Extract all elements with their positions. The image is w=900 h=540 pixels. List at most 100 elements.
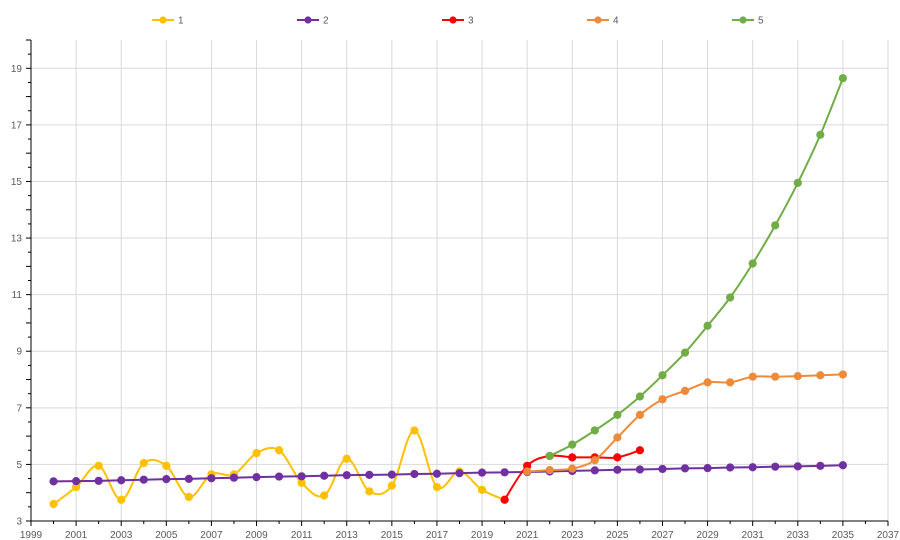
data-point <box>545 451 554 461</box>
data-point <box>342 454 351 463</box>
data-point <box>365 487 374 496</box>
data-point <box>635 392 645 401</box>
data-point <box>274 446 284 455</box>
data-point <box>184 492 193 502</box>
y-tick-label: 15 <box>11 177 23 188</box>
x-tick-label: 2005 <box>155 530 178 540</box>
x-tick-label: 2023 <box>561 530 584 540</box>
x-tick-label: 1999 <box>20 530 43 540</box>
data-point <box>117 495 126 504</box>
data-point <box>94 461 103 470</box>
data-point <box>320 491 329 500</box>
data-point <box>342 471 351 480</box>
x-tick-label: 2007 <box>200 530 223 540</box>
data-point <box>568 453 577 462</box>
data-point <box>703 378 712 387</box>
data-point <box>658 464 667 474</box>
data-point <box>771 462 780 471</box>
data-point <box>816 130 825 139</box>
data-point <box>365 470 374 479</box>
series-4 <box>523 370 847 476</box>
data-point <box>523 467 532 476</box>
data-point <box>387 470 396 479</box>
legend-item: 3 <box>442 16 474 27</box>
data-point <box>680 464 690 473</box>
legend-swatch-marker <box>304 16 312 24</box>
data-point <box>748 463 757 472</box>
data-point <box>162 461 171 470</box>
x-tick-label: 2015 <box>381 530 404 540</box>
y-tick-label: 13 <box>11 234 23 245</box>
data-point <box>793 372 802 381</box>
data-point <box>72 477 81 486</box>
legend-label: 1 <box>178 16 184 27</box>
data-point <box>432 482 442 492</box>
x-tick-label: 2003 <box>110 530 133 540</box>
data-point <box>49 499 58 509</box>
data-point <box>49 477 58 486</box>
data-point <box>726 378 735 387</box>
data-point <box>274 472 284 481</box>
data-point <box>771 221 780 230</box>
data-point <box>590 466 599 475</box>
y-tick-label: 5 <box>16 460 22 471</box>
series-line <box>548 77 844 457</box>
data-point <box>793 462 802 471</box>
data-point <box>229 473 239 482</box>
legend-label: 2 <box>323 16 329 27</box>
x-tick-label: 2009 <box>245 530 268 540</box>
x-tick-label: 2035 <box>832 530 855 540</box>
data-point <box>410 469 419 479</box>
data-point <box>568 440 577 449</box>
y-tick-label: 17 <box>11 120 23 131</box>
data-point <box>635 465 645 474</box>
x-tick-label: 2017 <box>426 530 449 540</box>
data-point <box>477 468 487 477</box>
data-point <box>816 461 825 470</box>
data-point <box>117 476 126 485</box>
data-point <box>184 474 193 483</box>
x-tick-label: 2029 <box>696 530 719 540</box>
data-point <box>793 178 802 187</box>
data-point <box>568 464 577 473</box>
data-point <box>748 372 757 381</box>
series-group <box>49 74 847 509</box>
data-point <box>387 481 396 490</box>
legend-label: 3 <box>468 16 474 27</box>
data-point <box>635 446 645 455</box>
legend-swatch-marker <box>739 16 747 24</box>
x-tick-label: 2021 <box>516 530 539 540</box>
x-tick-label: 2013 <box>336 530 359 540</box>
x-tick-label: 2011 <box>291 530 313 540</box>
y-tick-label: 11 <box>12 290 23 301</box>
data-point <box>726 293 735 302</box>
data-point <box>252 473 261 482</box>
data-point <box>613 410 622 419</box>
data-point <box>139 475 148 484</box>
data-point <box>477 485 487 494</box>
gridlines <box>31 40 889 521</box>
data-point <box>838 74 847 83</box>
axes: 1999 2001 2003 2005 2007 2009 2011 2013 2015 2017… <box>11 39 900 540</box>
data-point <box>680 348 690 357</box>
x-tick-label: 2025 <box>606 530 629 540</box>
data-point <box>320 471 329 480</box>
y-tick-label: 3 <box>16 517 22 528</box>
data-point <box>432 469 442 478</box>
series-1 <box>49 426 509 509</box>
data-point <box>545 465 554 475</box>
legend-swatch-marker <box>594 16 602 24</box>
legend-item: 5 <box>732 16 764 27</box>
legend-item: 2 <box>297 16 329 27</box>
data-point <box>297 472 306 481</box>
legend: 1 2 3 4 5 <box>152 16 764 27</box>
data-point <box>590 456 599 465</box>
data-point <box>771 372 780 381</box>
data-point <box>680 386 690 395</box>
y-tick-label: 19 <box>11 64 23 75</box>
data-point <box>748 259 757 268</box>
data-point <box>838 370 847 379</box>
legend-label: 5 <box>758 16 764 27</box>
x-tick-label: 2027 <box>651 530 674 540</box>
